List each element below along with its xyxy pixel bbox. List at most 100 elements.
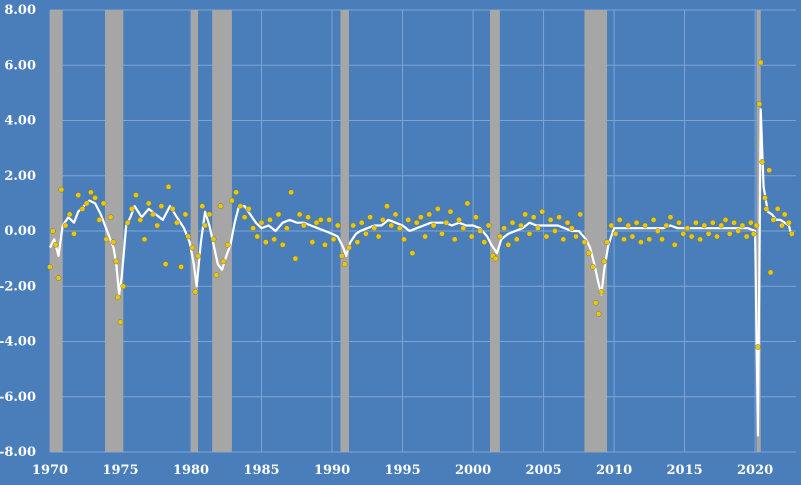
data-point [137, 217, 144, 223]
data-point [766, 167, 773, 174]
data-point [590, 264, 596, 270]
data-point [709, 219, 716, 226]
data-point [481, 239, 488, 245]
data-point [714, 233, 720, 240]
data-point [330, 236, 337, 243]
data-point [182, 211, 189, 218]
data-point [233, 189, 239, 196]
data-point [426, 211, 433, 218]
data-point [676, 219, 682, 226]
data-point [117, 319, 124, 326]
data-point [781, 211, 788, 218]
data-point [354, 239, 361, 245]
series-points [47, 59, 795, 350]
data-point [770, 217, 777, 223]
data-point [701, 222, 708, 229]
data-point [757, 59, 764, 66]
data-point [522, 211, 529, 218]
data-point [473, 214, 479, 221]
data-point [552, 228, 558, 234]
data-point [739, 222, 746, 229]
data-point [688, 233, 695, 240]
data-point [535, 225, 541, 232]
data-point [633, 219, 640, 226]
x-tick-label: 1985 [243, 463, 279, 478]
x-tick-label: 2015 [666, 463, 702, 478]
data-point [430, 222, 437, 229]
data-point [543, 233, 550, 240]
data-point [52, 241, 59, 248]
data-point [375, 233, 382, 240]
data-point [185, 233, 192, 240]
x-tick-label: 1995 [384, 463, 420, 478]
data-point [178, 264, 184, 270]
data-point [573, 233, 579, 240]
data-point [460, 225, 467, 232]
data-point [58, 186, 65, 193]
recession-band [340, 10, 349, 452]
data-point [158, 203, 165, 209]
data-point [443, 219, 450, 226]
data-point [756, 101, 763, 107]
data-point [581, 239, 588, 245]
data-point [650, 217, 657, 223]
data-point [92, 195, 98, 201]
data-point [189, 244, 196, 251]
data-point [217, 203, 224, 209]
data-point [334, 222, 341, 229]
data-point [505, 241, 512, 248]
recession-band [584, 10, 608, 452]
data-point [755, 344, 761, 350]
data-point [114, 294, 121, 301]
data-point [762, 195, 768, 201]
data-point [88, 189, 94, 196]
recession-band [212, 10, 232, 452]
data-point [763, 206, 770, 212]
data-point [705, 230, 712, 237]
data-point [292, 255, 299, 262]
y-tick-label: -2.00 [0, 279, 36, 294]
data-point [202, 222, 208, 229]
data-point [275, 211, 282, 218]
data-point [396, 225, 403, 232]
y-tick-label: 8.00 [4, 3, 36, 18]
data-point [595, 311, 602, 317]
data-point [451, 236, 458, 243]
x-tick-label: 1990 [314, 463, 350, 478]
data-point [659, 236, 665, 243]
data-point [271, 236, 278, 243]
data-point [509, 219, 516, 226]
data-point [788, 230, 795, 237]
data-point [250, 225, 256, 232]
data-point [110, 239, 117, 245]
data-point [598, 288, 605, 295]
data-point [759, 159, 766, 165]
data-point [62, 222, 69, 229]
data-point [604, 239, 610, 245]
data-point [49, 228, 56, 234]
data-point [526, 230, 533, 237]
data-point [439, 230, 445, 237]
data-point [199, 203, 206, 209]
data-point [564, 219, 571, 226]
data-point [735, 228, 742, 234]
data-point [124, 219, 131, 226]
data-point [405, 217, 412, 223]
data-point [169, 206, 176, 212]
data-point [418, 214, 424, 221]
data-point [560, 236, 567, 243]
data-point [305, 214, 311, 221]
data-point [66, 211, 73, 218]
data-point [722, 217, 729, 223]
data-point [731, 219, 737, 226]
data-point [79, 206, 86, 212]
data-point [367, 214, 373, 221]
data-point [767, 269, 774, 276]
y-tick-label: -8.00 [0, 445, 36, 460]
data-point [341, 261, 348, 267]
y-axis-tick-labels: 8.00 6.00 4.00 2.00 0.00 -2.00 -4.00 -6.00 -8.00 [0, 3, 36, 460]
x-tick-label: 2000 [455, 463, 491, 478]
data-point [165, 183, 172, 190]
data-point [300, 222, 307, 229]
data-point [313, 219, 320, 226]
